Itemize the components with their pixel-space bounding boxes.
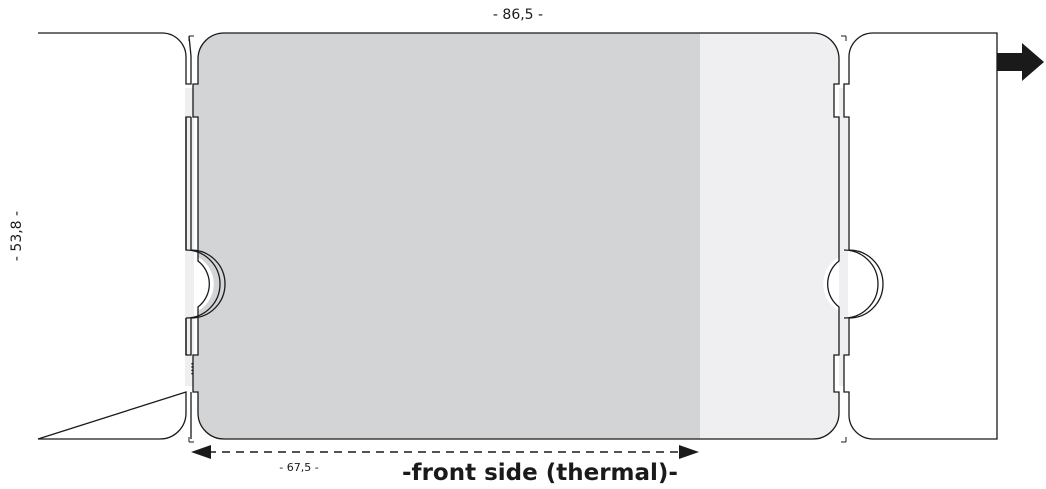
right-neighbor-card: [843, 32, 998, 440]
card-print-area: [193, 33, 700, 439]
gap-strip-right: [839, 88, 848, 386]
left-neighbor-card: [37, 32, 192, 440]
width-dimension-label: - 86,5 -: [493, 7, 543, 23]
front-side-caption: -front side (thermal)-: [402, 460, 678, 486]
left-gap-tab: [185, 117, 221, 355]
print-area-dimension-label: - 67,5 -: [279, 461, 318, 474]
height-dimension-label: - 53,8 -: [9, 211, 25, 261]
crop-mark-bottom-left: [188, 437, 194, 443]
right-gap-notch: [843, 249, 879, 319]
print-area-arrowhead-left: [191, 445, 211, 459]
arrow-right-icon: [997, 43, 1044, 81]
gap-strip-left: [185, 88, 194, 386]
print-area-arrowhead-right: [679, 445, 699, 459]
crop-mark-top-right: [841, 35, 847, 41]
card-strip-area: [700, 33, 839, 439]
left-gap-notch: [190, 249, 226, 319]
card-outline: [192, 32, 840, 440]
crop-mark-bottom-right: [841, 437, 847, 443]
crop-mark-top-left: [188, 35, 194, 41]
